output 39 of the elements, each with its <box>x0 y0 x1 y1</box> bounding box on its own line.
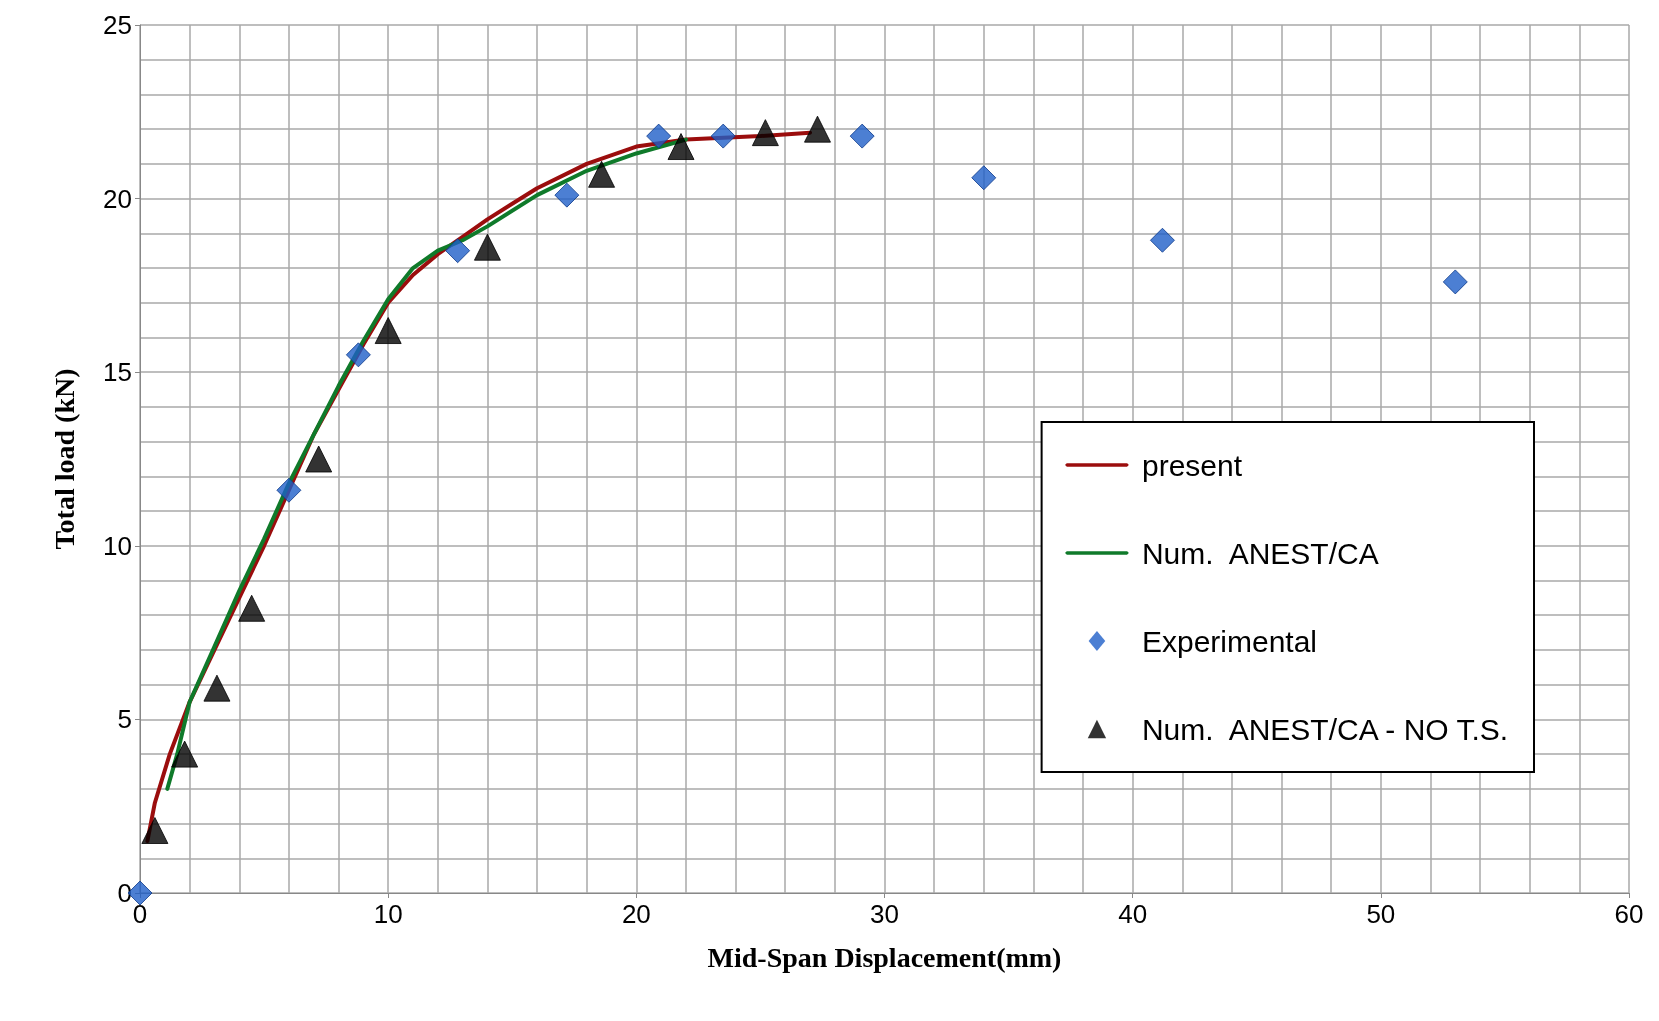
point <box>276 477 302 503</box>
y-tick-label: 20 <box>103 183 132 214</box>
point <box>473 233 501 261</box>
x-tick-label: 40 <box>1118 899 1148 929</box>
y-tick-label: 0 <box>117 878 132 908</box>
point <box>646 123 672 149</box>
legend-label: Num. ANEST/CA <box>1141 536 1379 570</box>
point <box>588 160 616 188</box>
point <box>305 445 333 473</box>
point <box>667 133 695 161</box>
y-tick-label: 5 <box>117 704 132 735</box>
point <box>141 817 169 844</box>
point <box>554 182 580 208</box>
x-tick-label: 50 <box>1366 899 1396 929</box>
point <box>374 317 402 345</box>
legend-label: present <box>1141 448 1243 482</box>
point <box>445 238 471 264</box>
legend-label: Experimental <box>1141 624 1318 658</box>
point <box>751 119 779 147</box>
x-tick-label: 30 <box>870 899 899 929</box>
legend-label: Num. ANEST/CA - NO T.S. <box>1141 712 1509 746</box>
y-tick-label: 10 <box>103 530 132 561</box>
x-tick-label: 10 <box>373 899 403 929</box>
point <box>1442 269 1468 295</box>
point <box>971 165 997 191</box>
point <box>849 123 875 149</box>
x-tick-label: 60 <box>1614 899 1644 929</box>
point <box>345 342 371 368</box>
x-tick-label: 20 <box>621 899 651 929</box>
point <box>803 115 831 143</box>
y-axis-title: Total load (kN) <box>48 368 80 550</box>
y-tick-label: 25 <box>103 10 132 40</box>
x-axis-title: Mid-Span Displacement(mm) <box>707 941 1062 973</box>
point <box>203 674 231 702</box>
point <box>710 123 736 149</box>
point <box>1149 227 1175 253</box>
point <box>171 740 199 768</box>
y-tick-label: 15 <box>103 357 132 388</box>
point <box>238 594 266 622</box>
